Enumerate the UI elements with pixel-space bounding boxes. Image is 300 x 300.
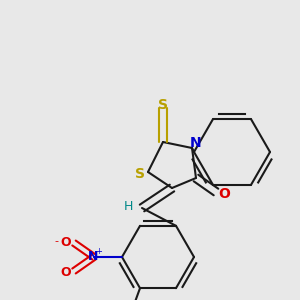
Text: H: H xyxy=(123,200,133,212)
Text: +: + xyxy=(96,247,102,256)
Text: O: O xyxy=(61,236,71,248)
Text: N: N xyxy=(190,136,202,150)
Text: O: O xyxy=(61,266,71,278)
Text: S: S xyxy=(135,167,145,181)
Text: S: S xyxy=(158,98,168,112)
Text: O: O xyxy=(218,187,230,201)
Text: -: - xyxy=(54,236,58,246)
Text: N: N xyxy=(88,250,98,263)
